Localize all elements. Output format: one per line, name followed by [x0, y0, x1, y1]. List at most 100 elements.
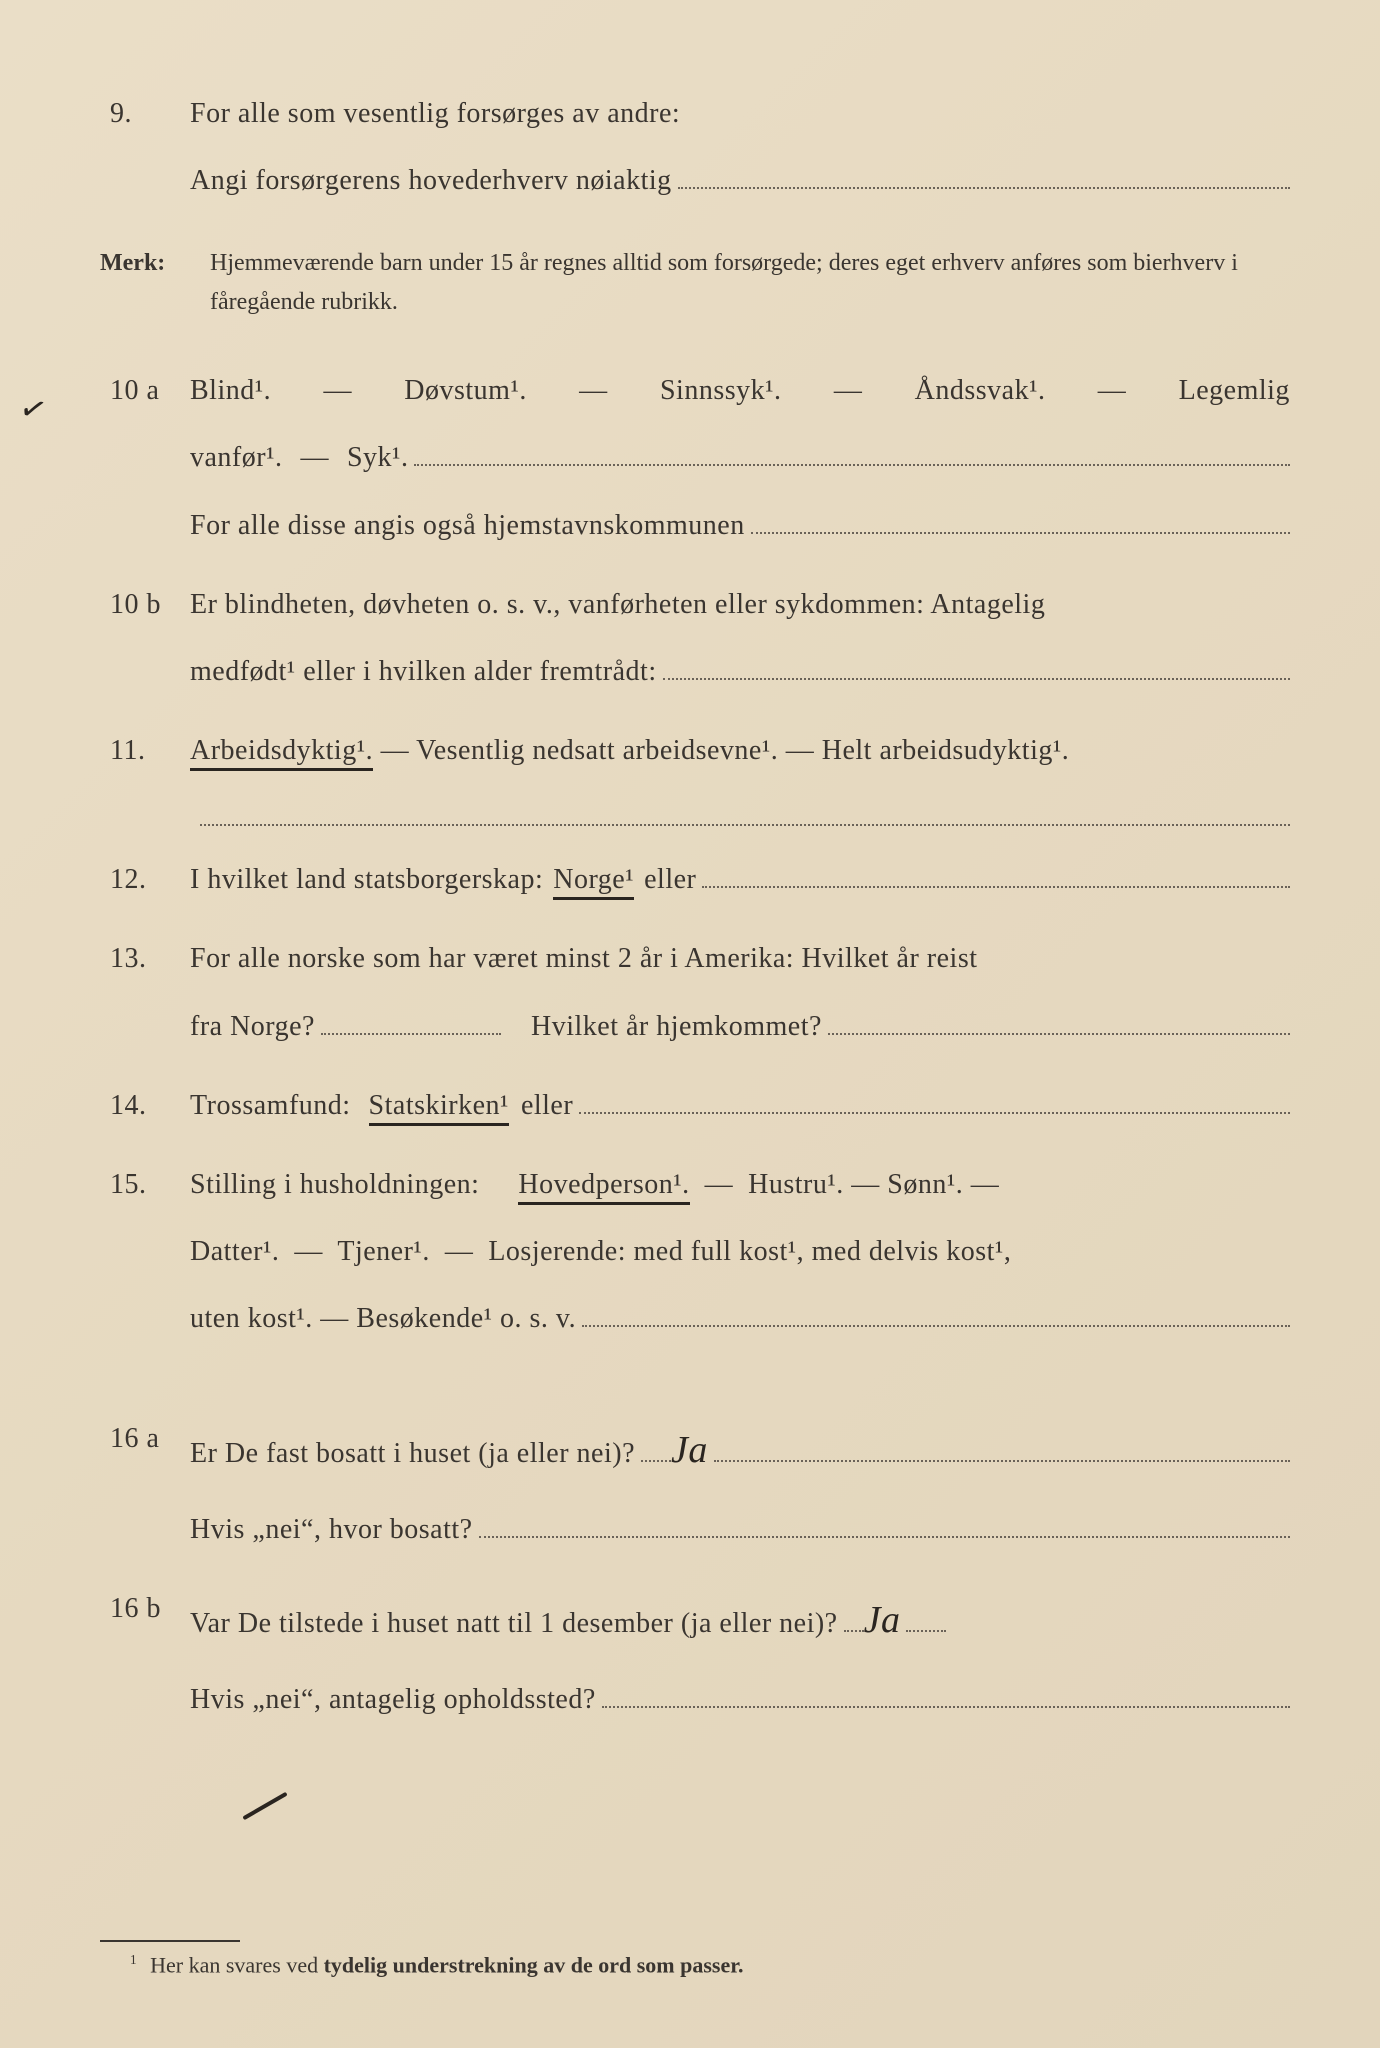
- q9-number: 9.: [100, 80, 190, 214]
- q16b-number: 16 b: [100, 1575, 190, 1733]
- q15-datter: Datter¹.: [190, 1236, 279, 1267]
- question-10b: 10 b Er blindheten, døvheten o. s. v., v…: [100, 571, 1290, 705]
- q15-sonn: Sønn¹.: [887, 1169, 963, 1200]
- q13-hjemkommet: Hvilket år hjemkommet?: [531, 993, 822, 1060]
- q14-text-a: Trossamfund:: [190, 1072, 351, 1139]
- q13-fra-norge: fra Norge?: [190, 993, 315, 1060]
- q10a-content: Blind¹. — Døvstum¹. — Sinnssyk¹. — Åndss…: [190, 357, 1290, 559]
- q9-content: For alle som vesentlig forsørges av andr…: [190, 80, 1290, 214]
- footnote-area: 1 Her kan svares ved tydelig understrekn…: [100, 1940, 1290, 1978]
- q10a-opt-blind: Blind¹.: [190, 357, 271, 424]
- q11-opt-arbeidsdyktig: Arbeidsdyktig¹.: [190, 736, 373, 771]
- dash: —: [287, 1236, 338, 1267]
- q10a-number: 10 a: [100, 357, 190, 559]
- q12-number: 12.: [100, 846, 190, 913]
- q15-number: 15.: [100, 1151, 190, 1353]
- dash: —: [851, 1169, 887, 1200]
- q10a-blank2: [751, 532, 1290, 534]
- q16a-line1: Er De fast bosatt i huset (ja eller nei)…: [190, 1420, 635, 1487]
- q10a-vanfor: vanfør¹.: [190, 424, 282, 491]
- document-page: ✓ 9. For alle som vesentlig forsørges av…: [0, 0, 1380, 2048]
- q16a-blank: [714, 1460, 1290, 1462]
- q10a-opt-sinnssyk: Sinnssyk¹.: [660, 357, 782, 424]
- footnote-rule: [100, 1940, 240, 1942]
- dash: —: [437, 1236, 488, 1267]
- q15-text-a: Stilling i husholdningen:: [190, 1169, 479, 1200]
- q11-number: 11.: [100, 717, 190, 784]
- question-16b: 16 b Var De tilstede i huset natt til 1 …: [100, 1575, 1290, 1733]
- q16a-line2: Hvis „nei“, hvor bosatt?: [190, 1496, 473, 1563]
- q10a-opt-legemlig: Legemlig: [1179, 357, 1290, 424]
- q16a-number: 16 a: [100, 1405, 190, 1563]
- merk-label: Merk:: [100, 244, 210, 321]
- q11-opt-udyktig: Helt arbeidsudyktig¹.: [822, 735, 1070, 766]
- q9-line1: For alle som vesentlig forsørges av andr…: [190, 80, 1290, 147]
- dash: —: [971, 1169, 1000, 1200]
- q13-blank2: [828, 1033, 1290, 1035]
- question-15: 15. Stilling i husholdningen: Hovedperso…: [100, 1151, 1290, 1353]
- q16b-blank-pre: [844, 1630, 864, 1632]
- q12-text-a: I hvilket land statsborgerskap:: [190, 846, 543, 913]
- q16a-blank-pre: [641, 1460, 671, 1462]
- dash: —: [1098, 357, 1127, 424]
- question-16a: 16 a Er De fast bosatt i huset (ja eller…: [100, 1405, 1290, 1563]
- dash: —: [697, 1169, 748, 1200]
- q16b-answer: Ja: [864, 1575, 901, 1666]
- dash: —: [579, 357, 608, 424]
- q10a-opt-dovstum: Døvstum¹.: [404, 357, 527, 424]
- question-10a: 10 a Blind¹. — Døvstum¹. — Sinnssyk¹. — …: [100, 357, 1290, 559]
- blank-line: [200, 796, 1290, 826]
- q14-text-b: eller: [521, 1072, 573, 1139]
- dash: —: [834, 357, 863, 424]
- footnote-text: Her kan svares ved tydelig understreknin…: [150, 1952, 743, 1977]
- q11-opt-nedsatt: Vesentlig nedsatt arbeidsevne¹.: [416, 735, 778, 766]
- q14-number: 14.: [100, 1072, 190, 1139]
- q12-norge: Norge¹: [553, 865, 634, 900]
- question-9: 9. For alle som vesentlig forsørges av a…: [100, 80, 1290, 214]
- q14-blank: [579, 1112, 1290, 1114]
- q11-content: Arbeidsdyktig¹. — Vesentlig nedsatt arbe…: [190, 717, 1290, 784]
- q16b-blank: [906, 1630, 946, 1632]
- q16a-answer: Ja: [671, 1405, 708, 1496]
- question-14: 14. Trossamfund: Statskirken¹ eller: [100, 1072, 1290, 1139]
- q15-tjener: Tjener¹.: [337, 1236, 429, 1267]
- q10a-blank: [414, 464, 1290, 466]
- stray-pen-mark: [242, 1792, 287, 1820]
- q10a-line3: For alle disse angis også hjemstavnskomm…: [190, 492, 745, 559]
- q12-content: I hvilket land statsborgerskap: Norge¹ e…: [190, 846, 1290, 913]
- question-11: 11. Arbeidsdyktig¹. — Vesentlig nedsatt …: [100, 717, 1290, 784]
- q14-content: Trossamfund: Statskirken¹ eller: [190, 1072, 1290, 1139]
- q16a-blank2: [479, 1536, 1290, 1538]
- q10b-line1: Er blindheten, døvheten o. s. v., vanfør…: [190, 571, 1290, 638]
- q10b-number: 10 b: [100, 571, 190, 705]
- q13-blank1: [321, 1033, 501, 1035]
- q14-statskirken: Statskirken¹: [369, 1091, 509, 1126]
- dash: —: [323, 357, 352, 424]
- q16b-blank2: [602, 1706, 1290, 1708]
- q10a-syk: Syk¹.: [347, 424, 408, 491]
- merk-text: Hjemmeværende barn under 15 år regnes al…: [210, 244, 1290, 321]
- q10b-blank: [663, 678, 1290, 680]
- q12-blank: [702, 886, 1290, 888]
- q16a-content: Er De fast bosatt i huset (ja eller nei)…: [190, 1405, 1290, 1563]
- q9-blank: [678, 187, 1290, 189]
- q10a-opt-andssvak: Åndssvak¹.: [915, 357, 1046, 424]
- q13-number: 13.: [100, 925, 190, 1059]
- dash: —: [786, 735, 822, 766]
- footnote: 1 Her kan svares ved tydelig understrekn…: [100, 1952, 1290, 1978]
- q15-line3: uten kost¹. — Besøkende¹ o. s. v.: [190, 1285, 576, 1352]
- q15-blank: [582, 1325, 1290, 1327]
- dash: —: [381, 735, 417, 766]
- q15-hovedperson: Hovedperson¹.: [518, 1170, 689, 1205]
- q15-hustru: Hustru¹.: [748, 1169, 844, 1200]
- q15-losjerende: Losjerende: med full kost¹, med delvis k…: [488, 1236, 1011, 1267]
- question-12: 12. I hvilket land statsborgerskap: Norg…: [100, 846, 1290, 913]
- q13-content: For alle norske som har været minst 2 år…: [190, 925, 1290, 1059]
- q9-line2: Angi forsørgerens hovederhverv nøiaktig: [190, 147, 672, 214]
- q13-line1: For alle norske som har været minst 2 år…: [190, 925, 1290, 992]
- margin-tick-mark: ✓: [16, 387, 52, 431]
- q15-content: Stilling i husholdningen: Hovedperson¹. …: [190, 1151, 1290, 1353]
- dash: —: [300, 424, 329, 491]
- footnote-marker: 1: [130, 1952, 137, 1967]
- q10b-content: Er blindheten, døvheten o. s. v., vanfør…: [190, 571, 1290, 705]
